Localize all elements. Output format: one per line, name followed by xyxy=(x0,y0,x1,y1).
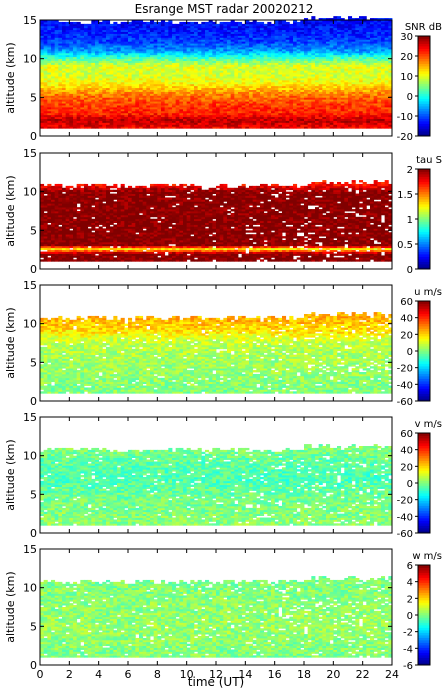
colorbar-tick-label: 40 xyxy=(400,314,413,325)
x-tick-label: 22 xyxy=(356,668,370,681)
colorbar-tick-label: 4 xyxy=(407,578,413,589)
colorbar-tick-label: -60 xyxy=(397,397,413,408)
colorbar-tick-label: -6 xyxy=(403,661,413,672)
y-axis-label: altitude (km) xyxy=(4,42,17,113)
y-tick-label: 10 xyxy=(23,186,37,199)
y-axis-label: altitude (km) xyxy=(4,175,17,246)
x-tick-label: 2 xyxy=(66,668,73,681)
colorbar-tick-label: 0 xyxy=(407,347,413,358)
y-tick-label: 0 xyxy=(30,527,37,540)
colorbar-tick-label: -10 xyxy=(397,112,413,123)
y-tick-label: 15 xyxy=(23,14,37,27)
colorbar-tick-label: 0 xyxy=(407,611,413,622)
colorbar-tick-label: 0 xyxy=(407,92,413,103)
colorbar-tick-label: 2 xyxy=(407,165,413,176)
colorbar-label: u m/s xyxy=(414,287,442,298)
panel-3: 0 5 10 15 altitude (km) -60 -40 -20 0 20 40 60u m/s xyxy=(4,279,442,408)
y-axis-label: altitude (km) xyxy=(4,571,17,642)
y-tick-label: 5 xyxy=(30,224,37,237)
colorbar-tick-label: -20 xyxy=(397,496,413,507)
colorbar-label: tau S xyxy=(416,155,442,166)
heatmap-cells xyxy=(40,16,392,129)
y-tick-label: 15 xyxy=(23,279,37,292)
colorbar-tick-label: 60 xyxy=(400,429,413,440)
y-tick-label: 10 xyxy=(23,318,37,331)
colorbar-tick-label: -20 xyxy=(397,364,413,375)
colorbar-tick-label: 1.5 xyxy=(397,190,413,201)
colorbar-tick-label: 0 xyxy=(407,479,413,490)
x-tick-label: 0 xyxy=(37,668,44,681)
y-tick-label: 0 xyxy=(30,395,37,408)
colorbar-tick-label: 2 xyxy=(407,594,413,605)
colorbar-tick-label: -2 xyxy=(403,628,413,639)
y-tick-label: 0 xyxy=(30,263,37,276)
figure-title: Esrange MST radar 20020212 xyxy=(135,2,314,16)
y-tick-label: 5 xyxy=(30,620,37,633)
x-tick-label: 18 xyxy=(297,668,311,681)
colorbar-tick-label: 0.5 xyxy=(397,240,413,251)
colorbar-tick-label: -40 xyxy=(397,380,413,391)
colorbar: -60 -40 -20 0 20 40 60u m/s xyxy=(397,287,442,408)
colorbar: -60 -40 -20 0 20 40 60v m/s xyxy=(397,419,442,540)
colorbar-label: w m/s xyxy=(412,551,442,562)
panel-4: 0 5 10 15 altitude (km) -60 -40 -20 0 20 40 60v m/s xyxy=(4,411,442,540)
colorbar-tick-label: -20 xyxy=(397,132,413,143)
y-tick-label: 5 xyxy=(30,488,37,501)
colorbar-tick-label: 1 xyxy=(407,215,413,226)
y-tick-label: 15 xyxy=(23,543,37,556)
y-tick-label: 15 xyxy=(23,147,37,160)
x-tick-label: 24 xyxy=(385,668,399,681)
colorbar-tick-label: 0 xyxy=(407,265,413,276)
colorbar-tick-label: 40 xyxy=(400,446,413,457)
y-axis-label: altitude (km) xyxy=(4,307,17,378)
x-axis-label: time (UT) xyxy=(188,675,244,689)
y-tick-label: 10 xyxy=(23,53,37,66)
y-tick-label: 10 xyxy=(23,450,37,463)
colorbar-tick-label: -60 xyxy=(397,529,413,540)
colorbar-tick-label: 20 xyxy=(400,330,413,341)
x-tick-label: 8 xyxy=(154,668,161,681)
colorbar-label: v m/s xyxy=(415,419,442,430)
heatmap-cells xyxy=(40,576,392,658)
colorbar-tick-label: 20 xyxy=(400,462,413,473)
x-tick-label: 4 xyxy=(95,668,102,681)
colorbar: -6 -4 -2 0 2 4 6w m/s xyxy=(403,551,442,672)
y-tick-label: 5 xyxy=(30,91,37,104)
colorbar-tick-label: 20 xyxy=(400,52,413,63)
colorbar-tick-label: 10 xyxy=(400,72,413,83)
heatmap-cells xyxy=(40,180,392,262)
y-tick-label: 0 xyxy=(30,130,37,143)
x-tick-label: 20 xyxy=(326,668,340,681)
x-tick-label: 16 xyxy=(268,668,282,681)
colorbar-label: SNR dB xyxy=(405,22,442,33)
y-tick-label: 5 xyxy=(30,356,37,369)
y-tick-label: 15 xyxy=(23,411,37,424)
y-tick-label: 10 xyxy=(23,582,37,595)
y-tick-label: 0 xyxy=(30,659,37,672)
colorbar-tick-label: 60 xyxy=(400,297,413,308)
colorbar-tick-label: 6 xyxy=(407,561,413,572)
colorbar-tick-label: -4 xyxy=(403,644,413,655)
y-axis-label: altitude (km) xyxy=(4,439,17,510)
x-tick-label: 6 xyxy=(125,668,132,681)
colorbar-tick-label: -40 xyxy=(397,512,413,523)
colorbar-tick-label: 30 xyxy=(400,32,413,43)
